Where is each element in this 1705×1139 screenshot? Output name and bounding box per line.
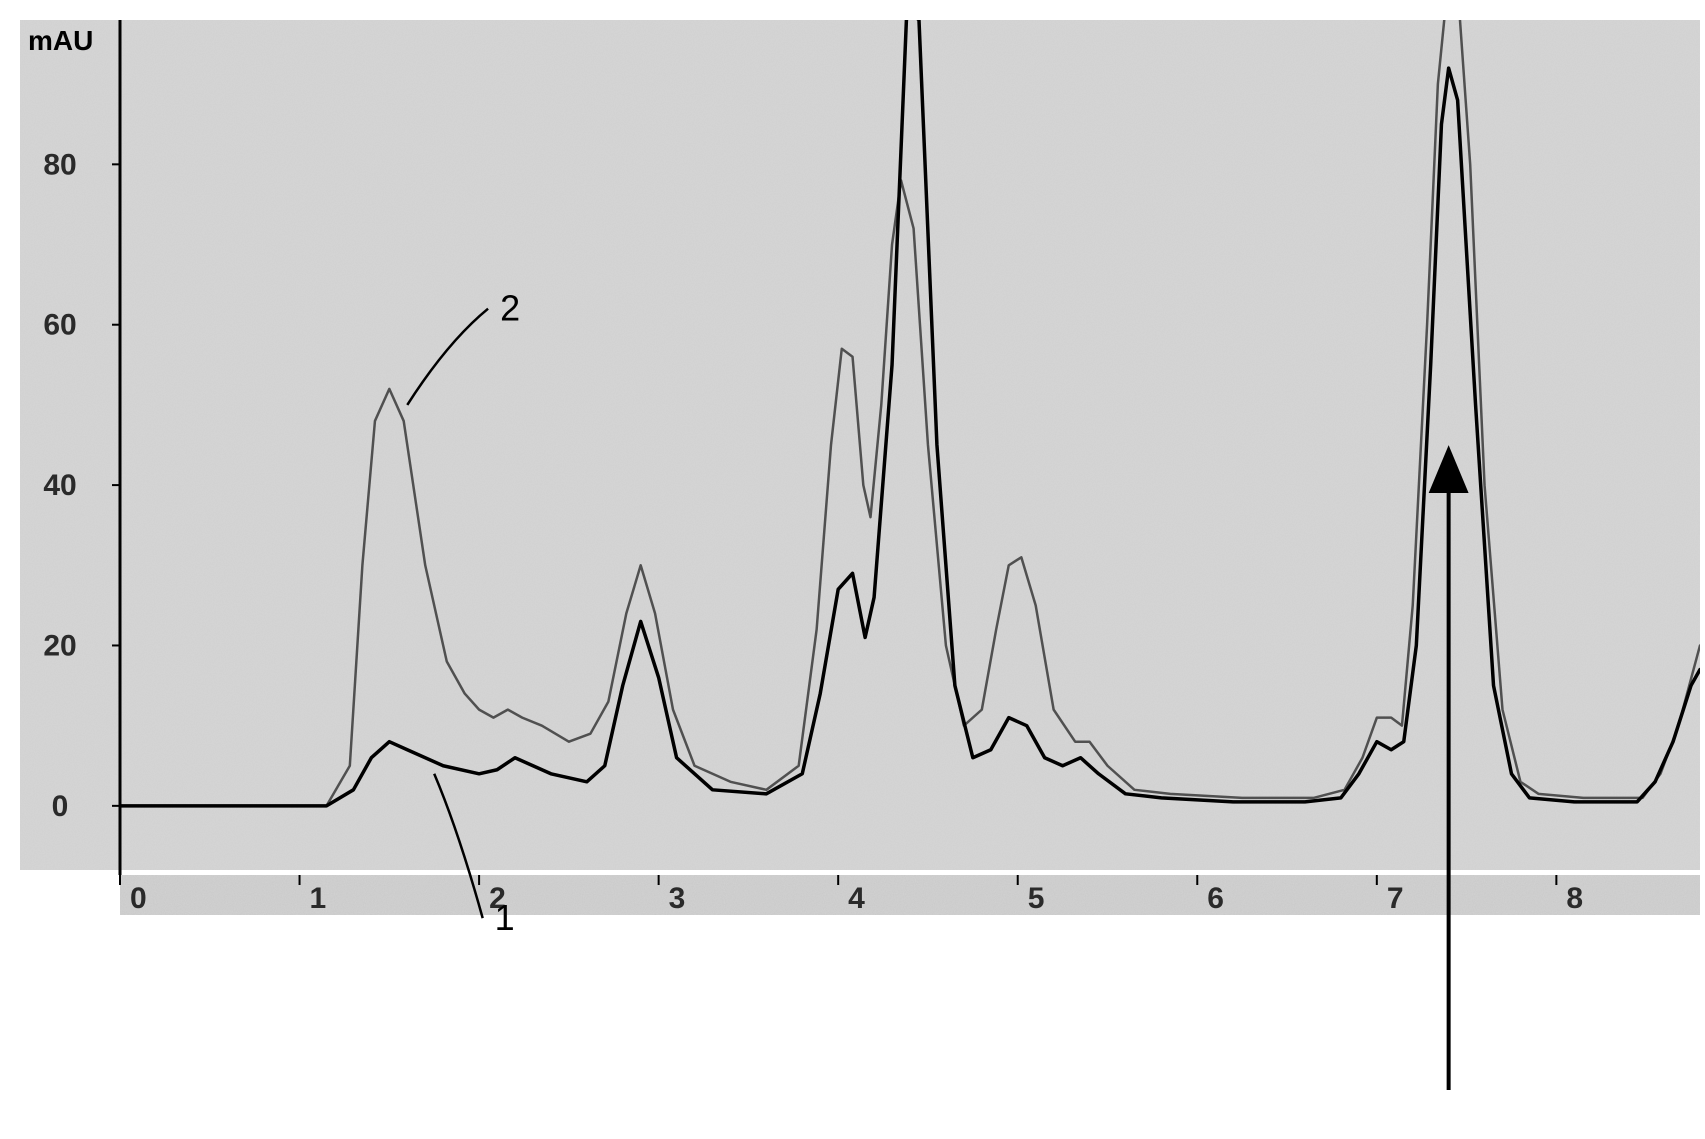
x-tick-label: 4: [848, 882, 865, 915]
x-tick-label: 1: [310, 882, 327, 915]
y-axis-label: mAU: [28, 25, 93, 56]
chart-svg: 020406080mAU01234567821异泽兰黄素的峰: [20, 20, 1705, 1119]
y-tick-label: 40: [43, 469, 76, 502]
plot-background: [120, 20, 1700, 870]
y-tick-label: 20: [43, 629, 76, 662]
y-tick-label: 0: [52, 790, 69, 823]
x-axis-band: [120, 875, 1700, 915]
x-tick-label: 0: [130, 882, 147, 915]
x-tick-label: 7: [1387, 882, 1404, 915]
series-label: 1: [495, 897, 515, 938]
y-tick-label: 60: [43, 309, 76, 342]
chromatogram-chart: 020406080mAU01234567821异泽兰黄素的峰: [20, 20, 1705, 1119]
y-tick-label: 80: [43, 148, 76, 181]
x-tick-label: 3: [669, 882, 686, 915]
series-label: 2: [500, 288, 520, 329]
x-tick-label: 6: [1207, 882, 1224, 915]
x-tick-label: 5: [1028, 882, 1045, 915]
x-tick-label: 8: [1566, 882, 1583, 915]
